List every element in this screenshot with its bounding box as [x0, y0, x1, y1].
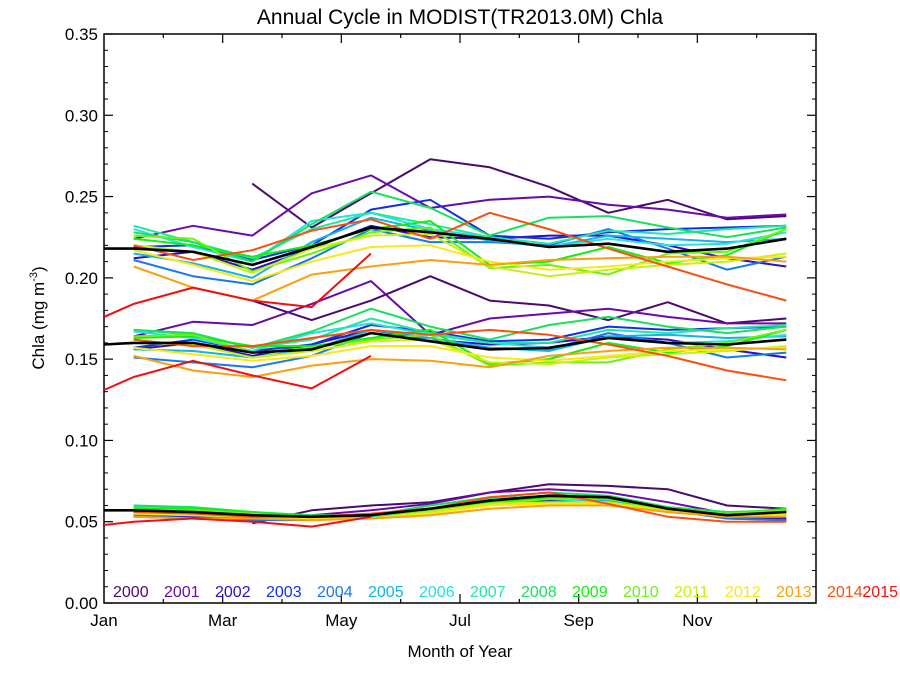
x-tick-label: Jan: [90, 611, 117, 630]
series-line-mean-3: [104, 494, 787, 519]
x-tick-label: May: [325, 611, 358, 630]
series-line-mean-1: [104, 226, 787, 267]
y-tick-label: 0.00: [65, 594, 98, 613]
series-line-2013-3: [133, 504, 787, 522]
series-line-2000-1: [251, 158, 787, 229]
y-tick-label: 0.35: [65, 25, 98, 44]
series-line-2014-2: [133, 328, 787, 382]
y-tick-label: 0.15: [65, 350, 98, 369]
y-tick-label: 0.25: [65, 188, 98, 207]
chart-title: Annual Cycle in MODIST(TR2013.0M) Chla: [257, 6, 663, 29]
x-tick-label: Nov: [682, 611, 713, 630]
x-tick-label: Sep: [564, 611, 594, 630]
series-line-2012-2: [133, 345, 787, 362]
x-tick-label: Mar: [208, 611, 238, 630]
series-line-2001-2: [133, 280, 787, 338]
legend-label-2006: 2006: [419, 584, 455, 601]
legend-label-2005: 2005: [368, 584, 404, 601]
legend-label-2001: 2001: [164, 584, 200, 601]
legend-label-2015: 2015: [862, 584, 898, 601]
series-line-2010-1: [133, 226, 787, 276]
legend-label-2007: 2007: [470, 584, 506, 601]
y-axis-label-text: Chla (mg m: [29, 282, 48, 370]
legend-label-2010: 2010: [623, 584, 659, 601]
y-axis-label: Chla (mg m-3): [28, 266, 48, 369]
series-line-2014-1: [133, 211, 787, 302]
y-axis-label-superscript: -3: [28, 272, 40, 282]
legend-label-2009: 2009: [572, 584, 608, 601]
series-line-2005-2: [133, 328, 787, 359]
legend-label-2011: 2011: [674, 584, 709, 601]
legend-label-2014: 2014: [827, 584, 863, 601]
series-line-2013-2: [133, 346, 787, 378]
legend-label-2012: 2012: [725, 584, 761, 601]
series-line-2015-2: [103, 355, 372, 391]
y-tick-label: 0.20: [65, 269, 98, 288]
tick-layer: 0.00 0.05 0.10 0.15 0.20 0.25 0.30 0.35 Jan Mar Ma…: [65, 25, 816, 630]
series-line-2001-1: [133, 174, 787, 240]
series-line-2015-1: [103, 252, 372, 318]
legend-label-2003: 2003: [266, 584, 302, 601]
series-line-2008-1: [133, 190, 787, 263]
y-axis-label-close: ): [29, 266, 48, 272]
legend-label-2004: 2004: [317, 584, 353, 601]
series-line-2015-3: [103, 515, 372, 528]
legend: 2000 2001 2002 2003 2004 2005 2006 2007 2008 2009…: [113, 584, 898, 601]
series-line-2011-1: [133, 233, 787, 278]
legend-label-2008: 2008: [521, 584, 557, 601]
y-tick-label: 0.10: [65, 431, 98, 450]
legend-label-2002: 2002: [215, 584, 251, 601]
series-line-2012-1: [133, 244, 787, 283]
y-tick-label: 0.05: [65, 513, 98, 532]
series-layer: [103, 158, 787, 528]
series-line-2000-2: [251, 275, 787, 325]
legend-label-2000: 2000: [113, 584, 149, 601]
series-line-2000-3: [252, 483, 787, 525]
series-line-mean-2: [103, 331, 787, 354]
legend-label-2013: 2013: [776, 584, 812, 601]
series-line-2014-3: [133, 491, 787, 523]
x-axis-label: Month of Year: [408, 642, 513, 661]
x-tick-label: Jul: [449, 611, 471, 630]
y-tick-label: 0.30: [65, 106, 98, 125]
